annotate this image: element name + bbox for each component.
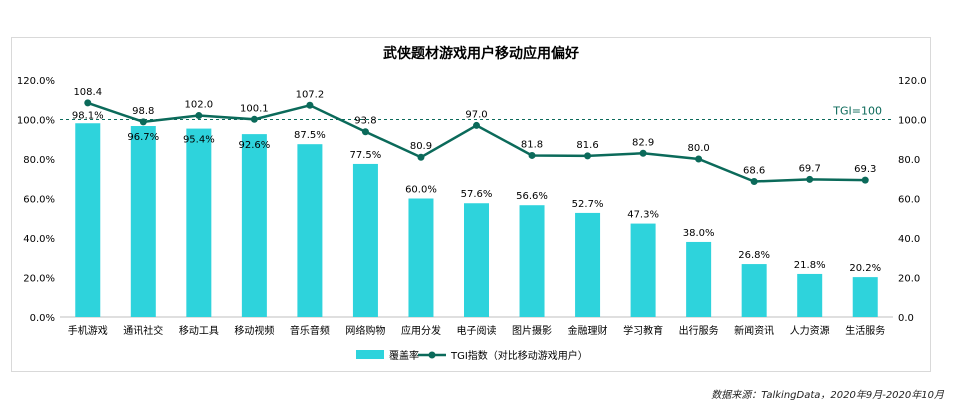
tgi-point xyxy=(361,128,369,136)
tgi-point xyxy=(861,176,869,184)
tgi-data-label: 108.4 xyxy=(73,87,102,98)
tgi-data-label: 69.7 xyxy=(799,163,821,174)
y-right-tick-label: 120.0 xyxy=(898,76,927,87)
tgi-point xyxy=(806,175,814,183)
tgi-data-label: 82.9 xyxy=(632,137,654,148)
tgi-point xyxy=(139,118,147,126)
legend-line-marker xyxy=(428,351,436,359)
bar xyxy=(297,144,323,317)
x-tick-label: 电子阅读 xyxy=(457,324,497,337)
bar xyxy=(741,264,767,317)
tgi-data-label: 102.0 xyxy=(185,100,214,111)
bar xyxy=(130,126,156,317)
tgi-data-label: 69.3 xyxy=(854,164,876,175)
x-tick-label: 图片摄影 xyxy=(512,324,552,337)
bar xyxy=(352,163,378,317)
bar-data-label: 56.6% xyxy=(516,191,548,202)
bar-data-label: 52.7% xyxy=(572,199,604,210)
x-tick-label: 移动视频 xyxy=(234,324,274,337)
bar-data-label: 26.8% xyxy=(738,250,770,261)
x-tick-label: 人力资源 xyxy=(790,324,830,337)
tgi-data-label: 98.8 xyxy=(132,106,154,117)
x-tick-label: 金融理财 xyxy=(568,324,608,337)
y-left-tick-label: 100.0% xyxy=(17,116,55,127)
tgi-point xyxy=(584,152,592,160)
bar-data-label: 60.0% xyxy=(405,185,437,196)
bar xyxy=(797,273,823,317)
bar xyxy=(464,203,489,317)
tgi-data-label: 97.0 xyxy=(465,109,487,120)
tgi-data-label: 80.9 xyxy=(410,141,432,152)
tgi-data-label: 68.6 xyxy=(743,166,765,177)
y-right-tick-label: 0.0 xyxy=(898,313,914,324)
tgi-point xyxy=(473,121,480,129)
bar-data-label: 77.5% xyxy=(350,150,382,161)
x-tick-label: 出行服务 xyxy=(679,324,719,337)
bar-data-label: 92.6% xyxy=(238,140,270,151)
tgi-point xyxy=(417,153,425,161)
bar-data-label: 47.3% xyxy=(627,210,659,221)
y-right-tick-label: 100.0 xyxy=(898,116,927,127)
y-left-tick-label: 60.0% xyxy=(23,195,55,206)
bar-data-label: 57.6% xyxy=(461,189,493,200)
x-tick-label: 学习教育 xyxy=(623,324,663,337)
tgi-point xyxy=(84,99,92,107)
tgi-point xyxy=(195,112,203,120)
y-left-tick-label: 120.0% xyxy=(17,76,55,87)
y-right-tick-label: 40.0 xyxy=(898,234,920,245)
y-right-tick-label: 60.0 xyxy=(898,195,920,206)
chart-title: 武侠题材游戏用户移动应用偏好 xyxy=(383,45,579,62)
y-left-tick-label: 20.0% xyxy=(23,274,55,285)
tgi-data-label: 107.2 xyxy=(296,89,325,100)
bar xyxy=(186,128,212,317)
legend-bar-label: 覆盖率 xyxy=(389,349,419,362)
y-right-tick-label: 80.0 xyxy=(898,155,920,166)
bar xyxy=(630,223,656,317)
x-tick-label: 手机游戏 xyxy=(68,324,108,337)
x-tick-label: 通讯社交 xyxy=(123,324,163,337)
tgi-point xyxy=(306,101,314,109)
x-tick-label: 生活服务 xyxy=(845,324,885,337)
x-tick-label: 网络购物 xyxy=(345,324,385,337)
tgi-point xyxy=(695,155,703,163)
x-tick-label: 新闻资讯 xyxy=(734,324,774,337)
y-right-tick-label: 20.0 xyxy=(898,274,920,285)
x-tick-label: 音乐音频 xyxy=(290,324,330,337)
legend-bar-swatch xyxy=(356,350,384,359)
bar xyxy=(241,134,267,317)
bar xyxy=(852,277,878,317)
source-note: 数据来源：TalkingData，2020年9月-2020年10月 xyxy=(711,390,944,401)
y-left-tick-label: 80.0% xyxy=(23,155,55,166)
tgi-point xyxy=(639,149,647,157)
y-left-tick-label: 0.0% xyxy=(30,313,55,324)
x-tick-label: 移动工具 xyxy=(179,324,219,337)
bar xyxy=(575,212,601,317)
legend-line-label: TGI指数（对比移动游戏用户） xyxy=(450,349,588,362)
tgi-point xyxy=(250,115,258,123)
y-left-tick-label: 40.0% xyxy=(23,234,55,245)
bar-data-label: 95.4% xyxy=(183,135,215,146)
bar-data-label: 96.7% xyxy=(127,132,159,143)
bar-data-label: 20.2% xyxy=(849,263,881,274)
bar-data-label: 87.5% xyxy=(294,130,326,141)
tgi-data-label: 80.0 xyxy=(688,143,710,154)
tgi-point xyxy=(750,178,758,186)
bar-data-label: 38.0% xyxy=(683,228,715,239)
bar xyxy=(408,198,434,317)
bar xyxy=(686,241,712,317)
bar xyxy=(75,123,101,317)
x-tick-label: 应用分发 xyxy=(401,324,441,337)
tgi-data-label: 81.8 xyxy=(521,139,543,150)
bar-data-label: 98.1% xyxy=(72,110,104,121)
tgi-data-label: 81.6 xyxy=(576,140,598,151)
tgi-data-label: 93.8 xyxy=(354,116,376,127)
tgi-point xyxy=(528,151,536,159)
tgi-data-label: 100.1 xyxy=(240,103,269,114)
bar-data-label: 21.8% xyxy=(794,260,826,271)
reference-line-label: TGI=100 xyxy=(832,105,882,118)
bar xyxy=(519,205,545,317)
